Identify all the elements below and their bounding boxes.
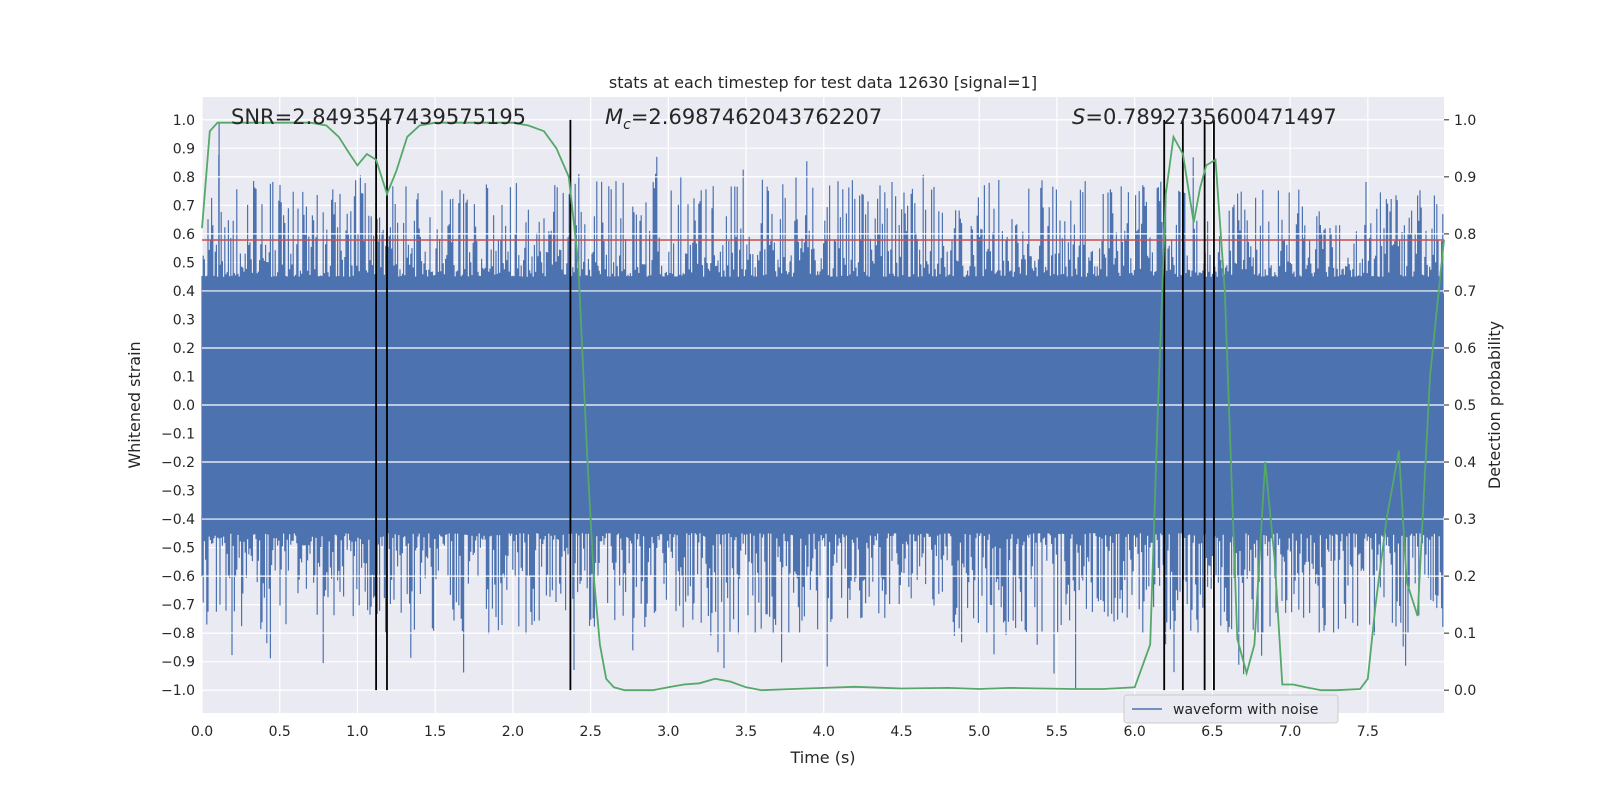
right-tick-label: 0.1 xyxy=(1454,626,1476,642)
x-tick-label: 1.0 xyxy=(346,724,368,740)
left-axis-label: Whitened strain xyxy=(125,341,144,468)
left-tick-label: −0.3 xyxy=(161,484,195,500)
left-tick-label: 0.8 xyxy=(173,170,195,186)
left-tick-label: −0.7 xyxy=(161,598,195,614)
right-tick-label: 0.0 xyxy=(1454,683,1476,699)
legend: waveform with noise xyxy=(1123,694,1339,724)
left-tick-label: 0.9 xyxy=(173,141,195,157)
threshold-symbol: S xyxy=(1072,105,1085,129)
left-tick-label: 0.3 xyxy=(173,312,195,328)
x-tick-label: 7.0 xyxy=(1279,724,1301,740)
chirp-mass-symbol: M xyxy=(605,105,623,129)
x-tick-label: 3.5 xyxy=(735,724,757,740)
snr-annotation: SNR=2.8493547439575195 xyxy=(231,105,526,129)
left-tick-label: 0.1 xyxy=(173,369,195,385)
x-tick-label: 6.0 xyxy=(1124,724,1146,740)
threshold-annotation: S=0.7892735600471497 xyxy=(1072,105,1337,129)
left-tick-label: −0.8 xyxy=(161,626,195,642)
legend-label: waveform with noise xyxy=(1173,702,1318,718)
left-tick-label: −1.0 xyxy=(161,683,195,699)
chirp-mass-value: =2.6987462043762207 xyxy=(631,105,882,129)
x-tick-label: 1.5 xyxy=(424,724,446,740)
x-tick-label: 5.5 xyxy=(1046,724,1068,740)
chirp-mass-subscript: c xyxy=(623,117,631,133)
right-axis-label: Detection probability xyxy=(1485,321,1504,489)
left-tick-label: 0.2 xyxy=(173,341,195,357)
left-tick-label: −0.2 xyxy=(161,455,195,471)
right-tick-label: 0.3 xyxy=(1454,512,1476,528)
x-tick-label: 6.5 xyxy=(1201,724,1223,740)
right-tick-label: 1.0 xyxy=(1454,113,1476,129)
chart-title: stats at each timestep for test data 126… xyxy=(609,73,1037,92)
left-tick-label: 1.0 xyxy=(173,113,195,129)
x-tick-label: 2.0 xyxy=(502,724,524,740)
right-tick-label: 0.8 xyxy=(1454,227,1476,243)
x-tick-label: 5.0 xyxy=(968,724,990,740)
x-tick-label: 4.0 xyxy=(813,724,835,740)
left-tick-label: −0.6 xyxy=(161,569,195,585)
right-tick-label: 0.6 xyxy=(1454,341,1476,357)
x-tick-label: 0.5 xyxy=(269,724,291,740)
legend-box xyxy=(1123,694,1339,724)
right-tick-label: 0.7 xyxy=(1454,284,1476,300)
left-tick-label: −0.4 xyxy=(161,512,195,528)
x-axis-ticks: 0.0 0.5 1.0 1.5 2.0 2.5 3.0 3.5 4.0 4.5 5.0 5.5 6.0 6… xyxy=(191,724,1379,740)
x-tick-label: 0.0 xyxy=(191,724,213,740)
x-axis-label: Time (s) xyxy=(789,748,855,767)
left-axis-ticks: 1.0 0.9 0.8 0.7 0.6 0.5 0.4 0.3 0.2 0.1 0.0 −0.1 −0.… xyxy=(161,113,195,699)
left-tick-label: 0.0 xyxy=(173,398,195,414)
right-tick-label: 0.9 xyxy=(1454,170,1476,186)
right-tick-label: 0.2 xyxy=(1454,569,1476,585)
x-tick-label: 7.5 xyxy=(1357,724,1379,740)
left-tick-label: 0.6 xyxy=(173,227,195,243)
left-tick-label: 0.5 xyxy=(173,255,195,271)
right-tick-label: 0.4 xyxy=(1454,455,1476,471)
left-tick-label: −0.9 xyxy=(161,655,195,671)
x-tick-label: 3.0 xyxy=(657,724,679,740)
x-tick-label: 4.5 xyxy=(890,724,912,740)
x-tick-label: 2.5 xyxy=(579,724,601,740)
left-tick-label: 0.7 xyxy=(173,198,195,214)
left-tick-label: −0.5 xyxy=(161,541,195,557)
detection-probability-line xyxy=(201,121,1445,692)
chirp-mass-annotation: Mc=2.6987462043762207 xyxy=(605,105,882,133)
threshold-value: =0.7892735600471497 xyxy=(1085,105,1336,129)
grid-horizontal-right xyxy=(202,119,1444,691)
left-tick-label: 0.4 xyxy=(173,284,195,300)
right-tick-label: 0.5 xyxy=(1454,398,1476,414)
left-tick-label: −0.1 xyxy=(161,427,195,443)
right-axis-ticks: 1.0 0.9 0.8 0.7 0.6 0.5 0.4 0.3 0.2 0.1 0.0 xyxy=(1444,113,1476,699)
